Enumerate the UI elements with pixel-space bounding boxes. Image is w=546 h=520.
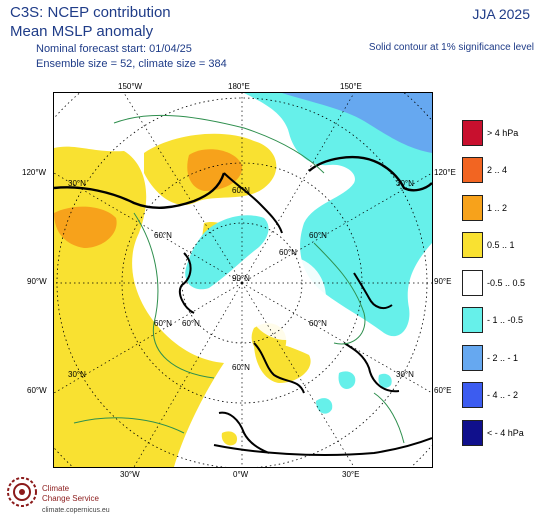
right-lon-label: 90°E [434,277,452,286]
top-lon-label: 150°W [118,82,143,91]
map-canvas [54,93,432,467]
legend-swatch [462,345,483,371]
coastline [218,411,270,454]
logo-line-2: Change Service [42,494,99,503]
lat-label: 30°N [396,370,414,379]
legend-swatch [462,420,483,446]
lat-label: 60°N [182,319,200,328]
legend-label: 1 .. 2 [487,203,508,213]
anomaly-contour [73,417,185,434]
season-label: JJA 2025 [472,6,530,22]
right-lon-label: 120°E [434,168,456,177]
lat-label: 60°N [232,363,250,372]
meridian [54,282,243,394]
legend-label: - 2 .. - 1 [487,353,519,363]
legend-swatch [462,270,483,296]
coastline [353,272,393,310]
anomaly-contour [373,392,405,444]
anomaly-contour [313,242,366,345]
left-lon-label: 120°W [22,168,47,177]
lat-label: 60°N [154,231,172,240]
meridian [241,172,432,284]
title-line-2: Mean MSLP anomaly [10,23,154,40]
negative-anomaly-region [185,215,269,290]
neutral-region [246,256,326,340]
coastline [178,252,195,314]
coastline [223,172,283,234]
coastline [54,172,226,209]
meridian [241,93,355,284]
top-lon-label: 150°E [340,82,362,91]
legend-swatch [462,232,483,258]
coastline [343,342,400,393]
lat-label: 30°N [396,179,414,188]
lat-label: 30°N [68,179,86,188]
coastline [213,437,432,456]
meridian [123,93,243,284]
significance-note: Solid contour at 1% significance level [368,42,534,53]
coastline [308,155,432,192]
lat-label: 60°N [279,248,297,257]
lat-label: 60°N [309,231,327,240]
title-line-1: C3S: NCEP contribution [10,4,171,21]
logo-url: climate.copernicus.eu [42,507,110,514]
lat-label: 60°N [232,186,250,195]
mslp-anomaly-map: 30°N 60°N 60°N 60°N 60°N 90°N 60°N 60°N … [53,92,433,468]
legend-label: 2 .. 4 [487,165,508,175]
coastline [253,342,305,394]
latitude-circle [121,162,363,404]
negative-anomaly-region [338,371,356,389]
negative-anomaly-region [378,373,392,388]
legend-swatch [462,382,483,408]
bottom-lon-label: 0°W [233,470,249,479]
right-lon-label: 60°E [434,386,452,395]
copernicus-logo-icon [7,477,37,507]
orange-anomaly-region [54,206,117,248]
lat-label: 60°N [154,319,172,328]
left-lon-label: 60°W [27,386,47,395]
negative-anomaly-region [316,398,333,414]
anomaly-contour [113,114,325,174]
legend-swatch [462,307,483,333]
legend-swatch [462,120,483,146]
legend-label: 0.5 .. 1 [487,240,515,250]
legend-label: -0.5 .. 0.5 [487,278,526,288]
lat-label: 90°N [232,274,250,283]
bottom-lon-label: 30°E [342,470,360,479]
lat-label: 60°N [309,319,327,328]
top-lon-label: 180°E [228,82,250,91]
legend-label: > 4 hPa [487,128,519,138]
anomaly-contour [133,212,215,379]
left-lon-label: 90°W [27,277,47,286]
positive-anomaly-region [254,341,311,383]
bottom-lon-label: 30°W [120,470,140,479]
forecast-start: Nominal forecast start: 01/04/25 [36,43,192,55]
strong-negative-anomaly-region [282,93,432,153]
legend-swatch [462,195,483,221]
positive-anomaly-region [221,431,238,446]
legend-label: - 1 .. -0.5 [487,315,524,325]
logo-line-1: Climate [42,484,70,493]
legend-label: < - 4 hPa [487,428,524,438]
legend-label: - 4 .. - 2 [487,390,519,400]
meridian [241,282,432,394]
ensemble-info: Ensemble size = 52, climate size = 384 [36,58,227,70]
meridian [54,172,243,284]
legend-swatch [462,157,483,183]
orange-anomaly-region [187,149,243,191]
lat-label: 30°N [68,370,86,379]
negative-anomaly-region [244,93,432,337]
